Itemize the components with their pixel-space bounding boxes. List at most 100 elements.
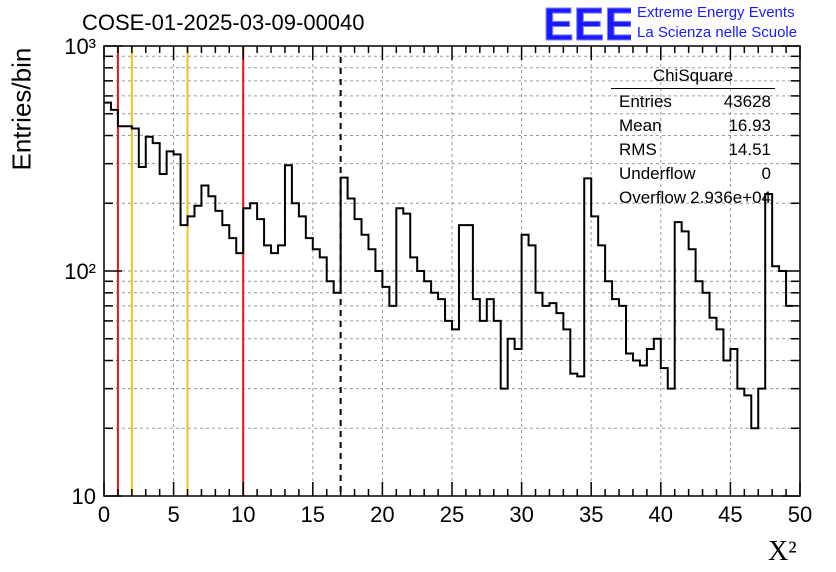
histogram-bin [201, 185, 208, 496]
grid-lines [104, 46, 800, 496]
histogram-bin [368, 249, 375, 496]
histogram-bin [737, 389, 744, 496]
histogram-bin [375, 271, 382, 496]
histogram-bin [549, 303, 556, 496]
histogram-bin [765, 194, 772, 496]
histogram-bin [396, 208, 403, 496]
histogram-bin [278, 245, 285, 496]
histogram-bin [508, 339, 515, 496]
histogram-bin [389, 306, 396, 496]
histogram-bin [786, 306, 793, 496]
logo-mark: EEE [543, 0, 631, 46]
stats-value: 16.93 [728, 116, 771, 135]
histogram-bin [306, 238, 313, 496]
histogram-bin [452, 329, 459, 496]
stats-row-entries: Entries 43628 [611, 90, 779, 114]
histogram-bin [160, 174, 167, 496]
logo-line2: La Scienza nelle Scuole [637, 24, 798, 41]
histogram-bin [153, 143, 160, 496]
stats-row-rms: RMS 14.51 [611, 138, 779, 162]
x-axis-label: X² [768, 536, 797, 567]
histogram-bin [591, 216, 598, 496]
histogram-bin [146, 137, 153, 496]
histogram-bin [758, 389, 765, 496]
stats-key: Overflow [619, 188, 687, 207]
histogram-bin [208, 196, 215, 496]
chart-title: COSE-01-2025-03-09-00040 [82, 10, 365, 35]
stats-value: 14.51 [728, 140, 771, 159]
histogram-bin [382, 287, 389, 496]
histogram-bin [619, 306, 626, 496]
histogram-bin [445, 321, 452, 496]
y-tick-label: 10² [64, 259, 96, 284]
stats-row-overflow: Overflow 2.936e+04 [611, 186, 779, 210]
histogram-bin [104, 103, 111, 496]
stats-row-underflow: Underflow 0 [611, 162, 779, 186]
histogram-bin [118, 126, 125, 496]
stats-row-mean: Mean 16.93 [611, 114, 779, 138]
x-tick-label: 25 [440, 502, 464, 527]
x-tick-label: 50 [788, 502, 812, 527]
histogram-bin [348, 199, 355, 496]
histogram-bin [640, 366, 647, 496]
histogram-bin [188, 216, 195, 496]
stats-value: 0 [761, 164, 771, 183]
x-tick-label: 5 [167, 502, 179, 527]
y-tick-label: 10 [72, 484, 96, 509]
histogram-bin [473, 299, 480, 496]
logo-line1: Extreme Energy Events [637, 4, 795, 21]
histogram-bin [675, 222, 682, 496]
histogram-bin [334, 293, 341, 496]
stats-value: 43628 [723, 92, 771, 111]
histogram-bin [194, 206, 201, 496]
stats-key: RMS [619, 140, 657, 159]
axis-ticks: 0 5 10 15 20 25 30 35 40 45 50 10 10² 10³ [64, 34, 812, 527]
histogram-bin [703, 293, 710, 496]
histogram-bin [654, 339, 661, 496]
stats-title: ChiSquare [611, 66, 775, 89]
histogram-bin [647, 349, 654, 496]
histogram-bin [487, 299, 494, 496]
histogram-bin [779, 271, 786, 496]
x-tick-label: 0 [98, 502, 110, 527]
histogram-bin [542, 306, 549, 496]
histogram-bin [341, 178, 348, 496]
histogram-bin [730, 349, 737, 496]
reference-lines [116, 46, 342, 496]
histogram-bin [355, 219, 362, 496]
histogram-bin [438, 299, 445, 496]
stats-value: 2.936e+04 [690, 188, 771, 207]
histogram-bin [668, 389, 675, 496]
histogram-bin [536, 293, 543, 496]
x-tick-label: 20 [370, 502, 394, 527]
histogram-bin [661, 368, 668, 496]
x-tick-label: 10 [231, 502, 255, 527]
histogram-bin [772, 266, 779, 496]
histogram-bin [689, 249, 696, 496]
stats-box: ChiSquare Entries 43628 Mean 16.93 RMS 1… [611, 66, 779, 210]
histogram-bin [744, 395, 751, 496]
histogram-bin [563, 329, 570, 496]
histogram-bin [174, 154, 181, 496]
histogram-bin [751, 428, 758, 496]
y-tick-label: 10³ [64, 34, 96, 59]
histogram-bin [285, 165, 292, 496]
y-axis-label: Entries/bin [6, 47, 37, 171]
x-tick-label: 45 [718, 502, 742, 527]
histogram-bin [529, 245, 536, 496]
histogram-outline [104, 101, 794, 430]
histogram-bin [313, 249, 320, 496]
stats-key: Entries [619, 92, 672, 111]
histogram-bin [612, 299, 619, 496]
histogram-bin [125, 126, 132, 496]
histogram-bin [522, 235, 529, 496]
histogram-bin [577, 376, 584, 496]
stats-key: Mean [619, 116, 662, 135]
histogram-bin [480, 321, 487, 496]
histogram-bin [299, 216, 306, 496]
histogram-bin [215, 211, 222, 496]
histogram-bin [584, 178, 591, 496]
histogram-bin [501, 389, 508, 496]
x-tick-label: 40 [649, 502, 673, 527]
